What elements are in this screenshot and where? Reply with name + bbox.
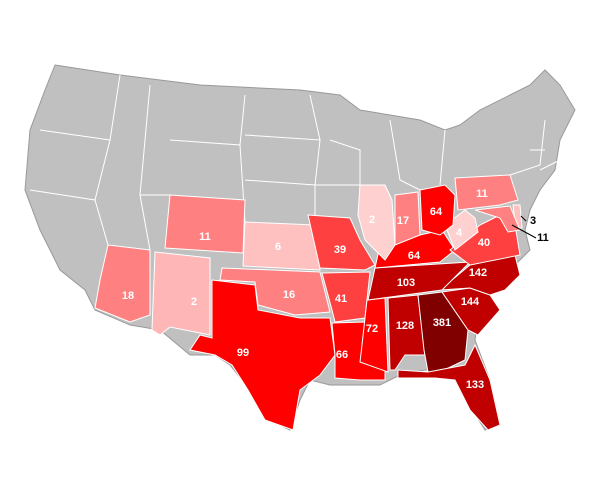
region xyxy=(321,271,371,323)
region xyxy=(242,221,321,271)
region xyxy=(307,214,376,271)
region-value: 144 xyxy=(461,296,480,308)
labels: 18 2 11 6 16 99 39 41 66 72 128 381 133 144 142 103 64 40… xyxy=(122,188,549,391)
region xyxy=(419,184,456,236)
region-value: 64 xyxy=(408,250,421,262)
region xyxy=(357,184,396,261)
region-value: 2 xyxy=(191,296,197,308)
region xyxy=(394,191,421,246)
region xyxy=(474,205,521,233)
region xyxy=(164,194,246,254)
region-value: 16 xyxy=(283,289,295,301)
leader-line xyxy=(511,224,537,239)
region-value: 18 xyxy=(122,290,134,302)
region-value: 103 xyxy=(397,277,415,289)
region-value: 142 xyxy=(469,267,487,279)
region-value: 11 xyxy=(476,188,488,200)
region-value: 64 xyxy=(430,206,443,218)
region-value: 128 xyxy=(396,320,414,332)
region-value: 3 xyxy=(530,215,536,227)
leader-line xyxy=(520,215,527,222)
region-value: 41 xyxy=(335,293,347,305)
region-value: 4 xyxy=(456,227,463,239)
gray-state-borders xyxy=(29,74,561,251)
region xyxy=(397,343,501,431)
region-value: 381 xyxy=(433,317,451,329)
region xyxy=(189,279,336,431)
region xyxy=(151,251,211,336)
region-value: 2 xyxy=(369,214,375,226)
regions xyxy=(94,174,523,431)
region-value: 66 xyxy=(336,349,348,361)
region-value: 11 xyxy=(537,232,549,244)
region xyxy=(219,267,331,316)
region-value: 11 xyxy=(199,231,211,243)
region-value: 39 xyxy=(334,244,346,256)
region-value: 72 xyxy=(366,323,378,335)
region xyxy=(94,244,151,323)
region-value: 17 xyxy=(397,215,409,227)
region xyxy=(454,174,519,211)
region-value: 133 xyxy=(466,379,484,391)
region-value: 99 xyxy=(237,347,249,359)
region-value: 6 xyxy=(275,241,281,253)
region-value: 40 xyxy=(478,237,490,249)
region xyxy=(367,261,472,301)
